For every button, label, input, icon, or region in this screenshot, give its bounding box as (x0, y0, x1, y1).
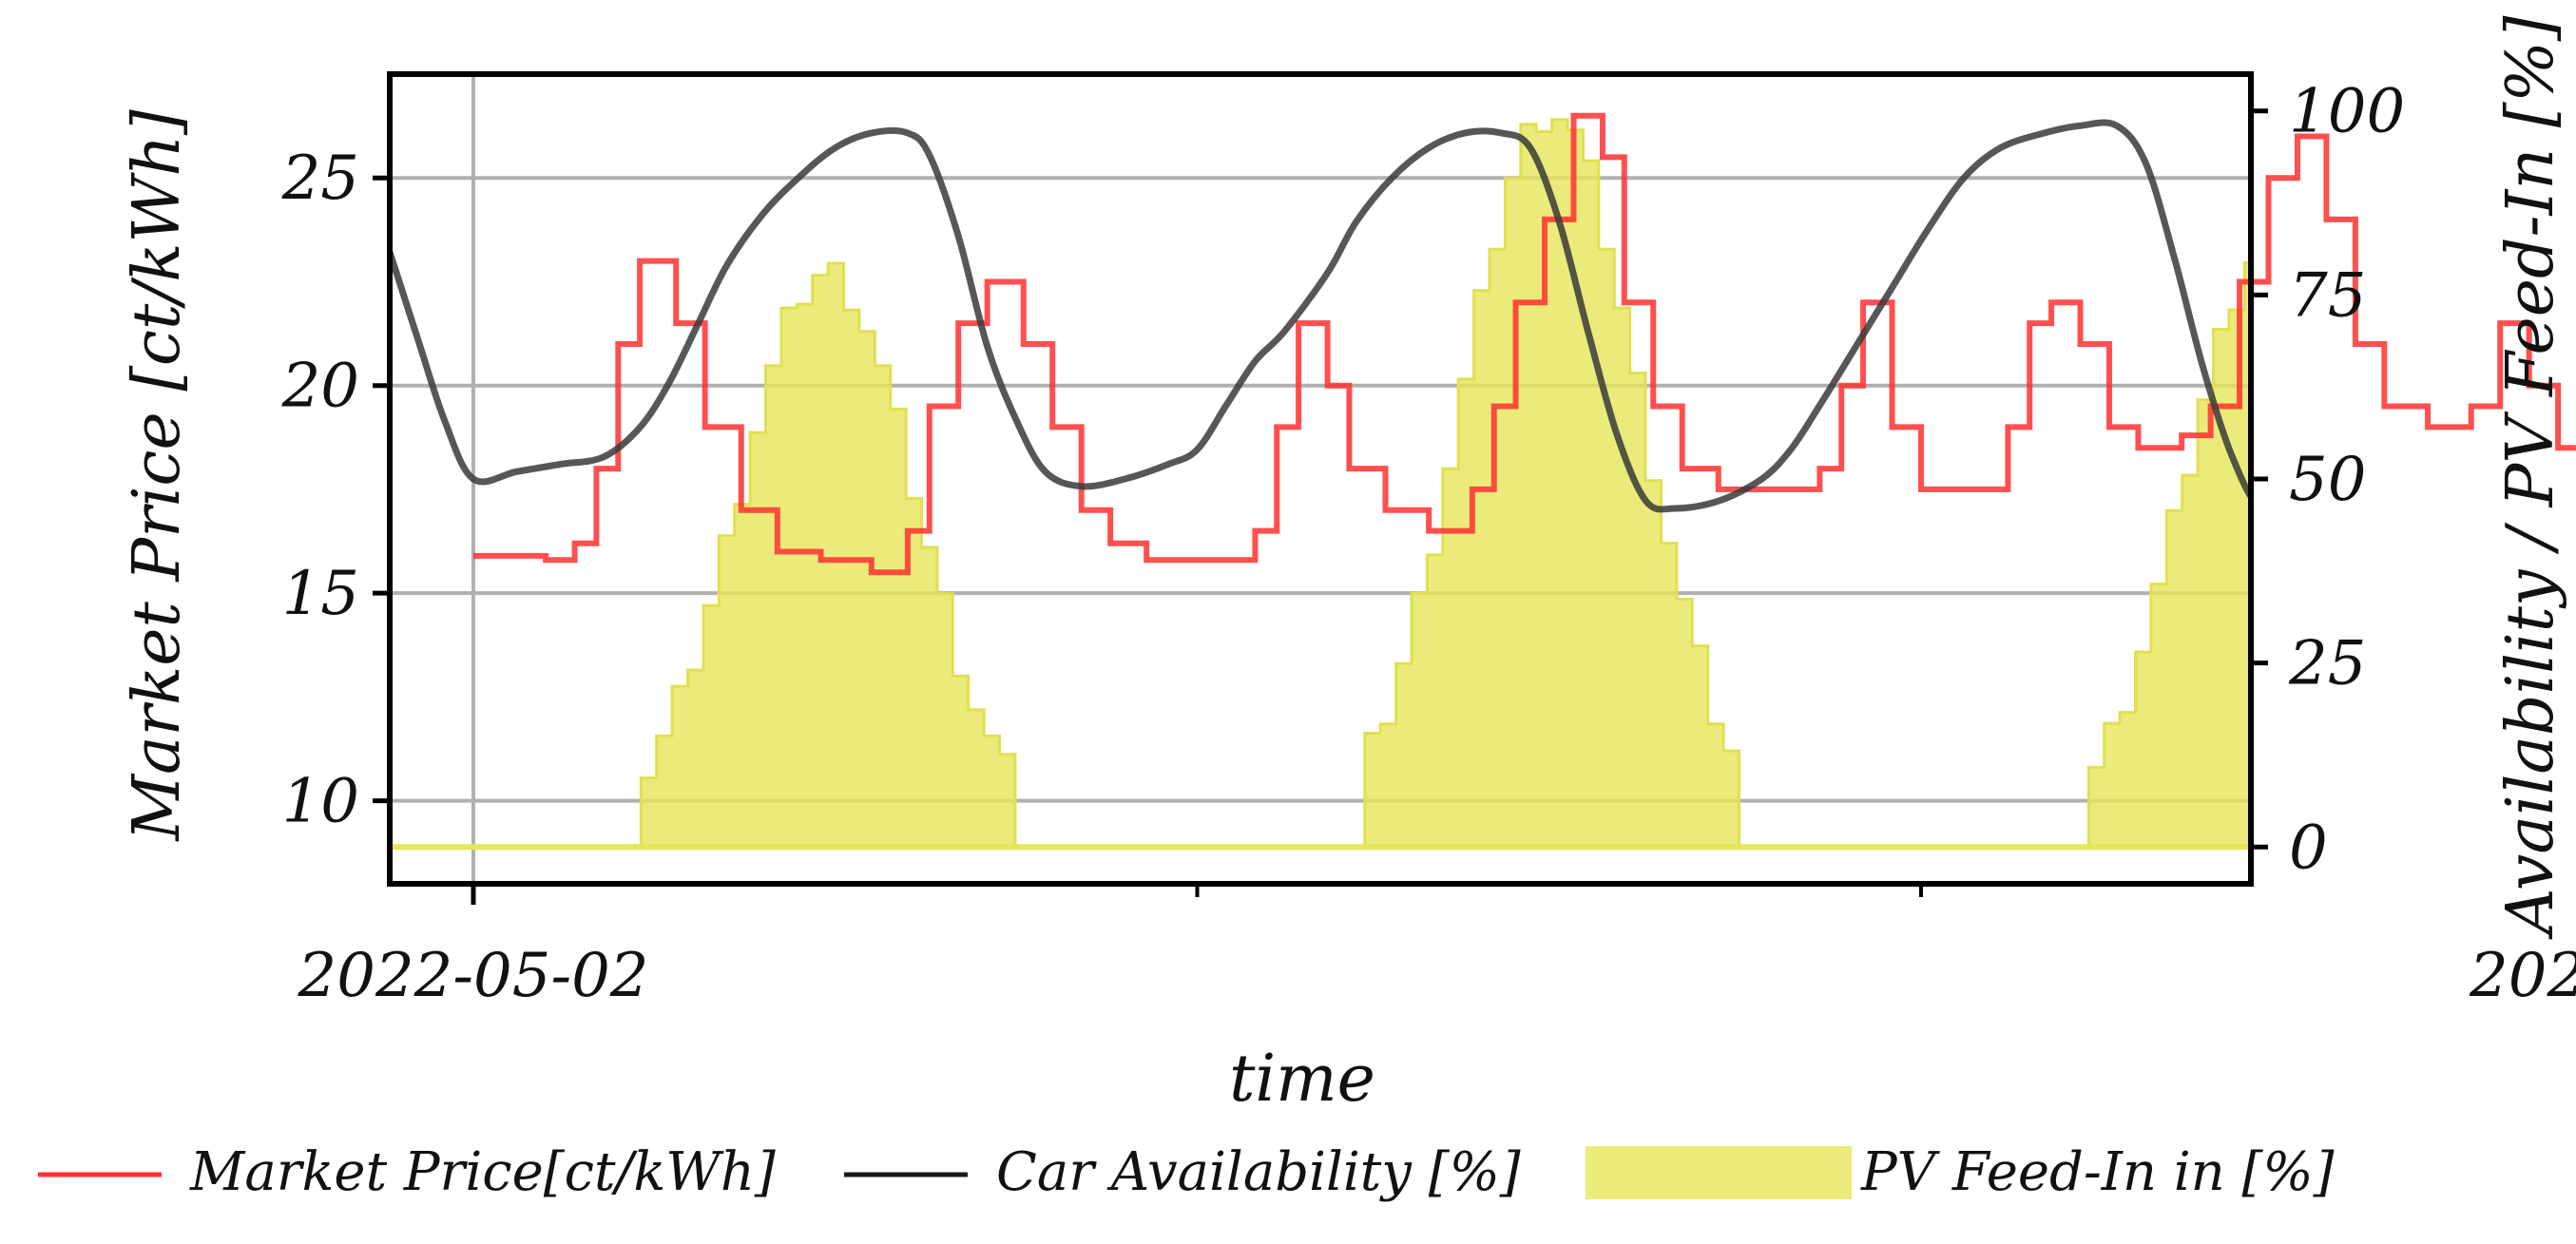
x-axis-ticks: 2022-05-022022-05-052022-05-08 (298, 884, 2576, 1011)
left-y-tick-label-10: 10 (282, 767, 359, 837)
left-y-tick-label-15: 15 (282, 559, 359, 629)
x-tick-label-2022-05-05: 2022-05-05 (2469, 941, 2576, 1011)
right-y-tick-label-0: 0 (2289, 813, 2328, 883)
legend-label-3: PV Feed-In in [%] (1860, 1141, 2335, 1203)
x-tick-label-2022-05-02: 2022-05-02 (298, 941, 649, 1011)
pv-feed-in-series (390, 118, 2251, 851)
market-price-line (473, 112, 2576, 576)
right-y-axis-ticks: 0 25 50 75 100 (2251, 77, 2405, 883)
left-y-tick-label-25: 25 (281, 144, 359, 214)
right-y-tick-label-50: 50 (2289, 445, 2366, 515)
right-y-axis-label: Availability / PV Feed-In [%] (2493, 15, 2568, 940)
pv-feed-in-peak-2 (1349, 118, 1755, 849)
left-y-axis-ticks: 10 15 20 25 (281, 144, 390, 837)
legend: Market Price[ct/kWh] Car Availability [%]… (38, 1141, 2335, 1203)
right-y-tick-label-75: 75 (2289, 260, 2366, 331)
car-availability-line (390, 119, 2251, 513)
left-y-axis-label: Market Price [ct/kWh] (120, 109, 195, 843)
pv-feed-in-peak-1 (625, 261, 1031, 849)
legend-swatch-3 (1586, 1146, 1852, 1199)
right-y-tick-label-100: 100 (2289, 77, 2405, 147)
pv-feed-in-peak-3 (2072, 260, 2251, 849)
market-price-series (473, 112, 2576, 576)
legend-label-2: Car Availability [%] (996, 1141, 1521, 1203)
legend-label-1: Market Price[ct/kWh] (189, 1141, 776, 1203)
x-axis-label: time (1229, 1042, 1375, 1117)
car-availability-series (390, 119, 2251, 513)
right-y-tick-label-25: 25 (2288, 629, 2366, 699)
left-y-tick-label-20: 20 (281, 352, 359, 422)
